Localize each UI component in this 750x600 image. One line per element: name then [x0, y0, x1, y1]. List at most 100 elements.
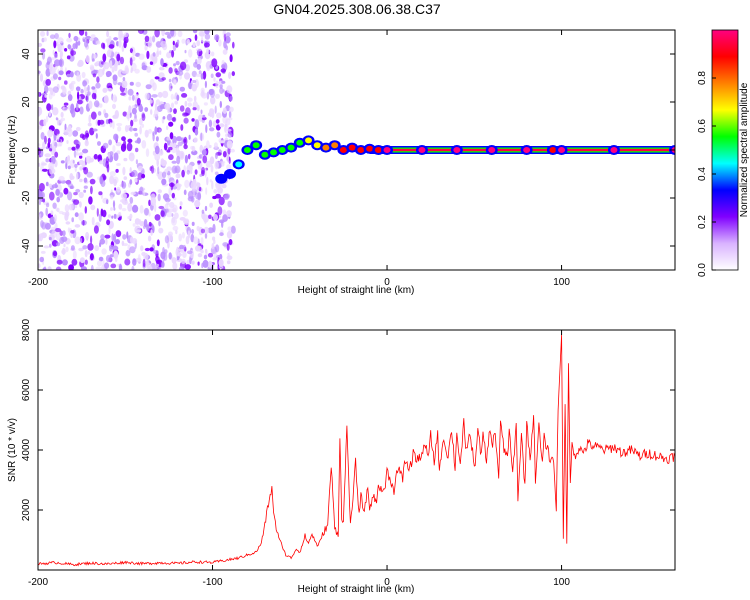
- noise-speckle: [161, 261, 165, 268]
- noise-speckle: [117, 126, 122, 132]
- noise-speckle: [216, 131, 221, 138]
- noise-speckle: [217, 206, 223, 216]
- noise-speckle: [177, 30, 183, 38]
- noise-speckle: [196, 104, 200, 112]
- noise-speckle: [200, 132, 203, 142]
- noise-speckle: [181, 169, 185, 178]
- colorbar-frame: [711, 29, 739, 271]
- noise-speckle: [92, 128, 98, 132]
- noise-speckle: [160, 58, 164, 67]
- noise-speckle: [40, 31, 46, 37]
- noise-speckle: [76, 99, 83, 105]
- noise-speckle: [119, 56, 125, 65]
- noise-speckle: [147, 39, 153, 48]
- noise-speckle: [118, 212, 122, 217]
- noise-speckle: [159, 50, 162, 55]
- noise-speckle: [228, 239, 233, 246]
- noise-speckle: [93, 225, 99, 234]
- noise-speckle: [112, 103, 116, 110]
- noise-speckle: [65, 211, 70, 217]
- noise-speckle: [226, 85, 233, 94]
- noise-speckle: [134, 218, 140, 225]
- ridge-point: [278, 147, 286, 153]
- noise-speckle: [65, 246, 69, 253]
- noise-speckle: [184, 100, 188, 107]
- noise-speckle: [137, 172, 143, 181]
- noise-speckle: [117, 82, 123, 86]
- noise-speckle: [113, 152, 119, 161]
- noise-speckle: [67, 191, 73, 201]
- noise-speckle: [191, 83, 197, 92]
- noise-speckle: [112, 145, 116, 153]
- noise-speckle: [119, 33, 125, 38]
- noise-speckle: [99, 176, 104, 185]
- noise-speckle: [160, 251, 166, 260]
- noise-speckle: [124, 258, 131, 266]
- noise-speckle: [104, 262, 110, 269]
- noise-speckle: [213, 189, 218, 194]
- noise-speckle: [64, 123, 67, 130]
- noise-speckle: [84, 85, 87, 94]
- noise-speckle: [114, 110, 120, 119]
- noise-speckle: [177, 252, 182, 257]
- noise-speckle: [75, 41, 78, 49]
- noise-speckle: [179, 248, 185, 253]
- noise-speckle: [203, 254, 208, 260]
- noise-speckle: [48, 183, 53, 188]
- noise-speckle: [201, 36, 204, 43]
- noise-speckle: [113, 133, 119, 141]
- noise-speckle: [145, 148, 150, 158]
- noise-speckle: [172, 204, 178, 213]
- noise-speckle: [102, 209, 107, 218]
- noise-speckle: [139, 125, 142, 135]
- noise-speckle: [146, 66, 152, 73]
- noise-speckle: [91, 216, 95, 226]
- noise-speckle: [77, 91, 80, 101]
- snr-y-tick-label: 8000: [21, 318, 32, 341]
- noise-speckle: [49, 191, 55, 201]
- noise-speckle: [154, 145, 160, 155]
- noise-speckle: [104, 234, 111, 239]
- noise-speckle: [183, 117, 189, 124]
- spectrogram-x-tick-label: -100: [203, 277, 223, 288]
- noise-speckle: [186, 97, 193, 102]
- noise-speckle: [193, 137, 198, 143]
- spectrogram-x-axis: -200 -100 0 100: [28, 30, 570, 288]
- noise-speckle: [149, 247, 154, 252]
- noise-speckle: [182, 251, 187, 258]
- noise-speckle: [161, 178, 167, 186]
- noise-speckle: [168, 67, 173, 74]
- noise-speckle: [49, 243, 52, 248]
- noise-speckle: [184, 179, 190, 189]
- noise-speckle: [208, 260, 213, 268]
- noise-speckle: [220, 68, 226, 73]
- ridge-point: [235, 161, 243, 168]
- noise-speckle: [57, 37, 64, 44]
- noise-speckle: [158, 150, 164, 156]
- noise-speckle: [171, 216, 176, 224]
- noise-speckle: [202, 214, 209, 223]
- noise-speckle: [47, 129, 53, 138]
- noise-speckle: [79, 159, 84, 166]
- noise-speckle: [108, 139, 112, 146]
- noise-speckle: [42, 141, 46, 150]
- noise-speckle: [210, 96, 216, 105]
- noise-speckle: [192, 30, 198, 34]
- noise-speckle: [47, 137, 51, 144]
- noise-speckle: [95, 82, 101, 89]
- noise-speckle: [73, 35, 79, 42]
- noise-speckle: [130, 191, 136, 195]
- noise-speckle: [111, 233, 114, 242]
- noise-speckle: [107, 39, 110, 48]
- noise-speckle: [98, 213, 102, 222]
- noise-speckle: [85, 55, 90, 63]
- noise-speckle: [74, 212, 79, 218]
- noise-speckle: [158, 220, 161, 227]
- noise-speckle: [79, 155, 83, 159]
- noise-speckle: [137, 30, 145, 34]
- noise-speckle: [193, 95, 197, 102]
- noise-speckle: [106, 199, 109, 205]
- noise-speckle: [172, 262, 178, 270]
- noise-speckle: [39, 256, 44, 263]
- noise-speckle: [45, 115, 49, 123]
